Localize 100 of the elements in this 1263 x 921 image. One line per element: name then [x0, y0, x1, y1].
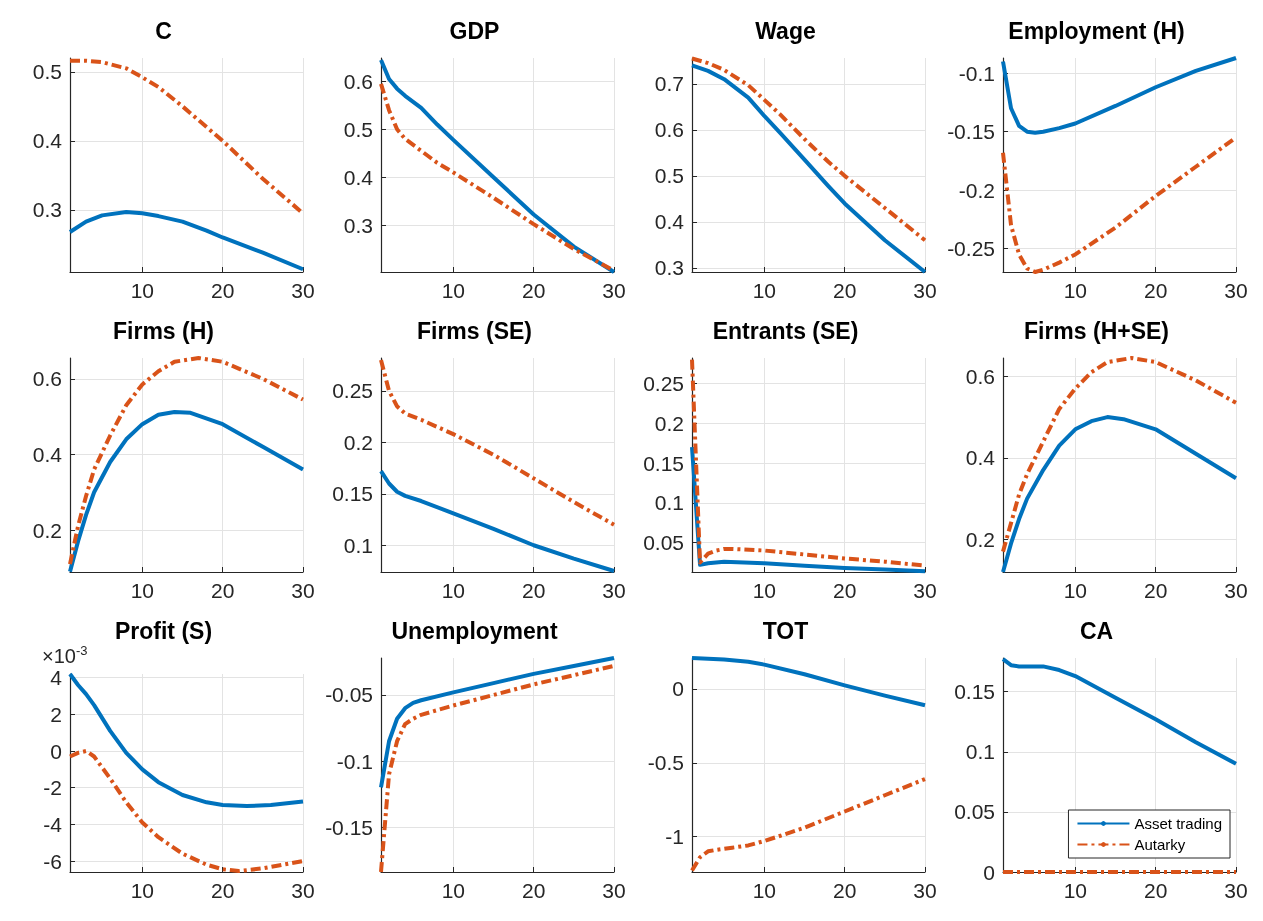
x-tick-label: 10 [1063, 579, 1087, 602]
y-tick-label: 0.05 [954, 800, 995, 824]
y-tick-label: 0.15 [954, 680, 995, 704]
line-series [379, 358, 616, 527]
line-series [68, 356, 305, 567]
x-tick-label: 10 [752, 579, 776, 602]
y-tick-label: -4 [43, 812, 63, 836]
y-tick-label: 0.6 [343, 69, 373, 93]
x-tick-label: 20 [1143, 879, 1168, 902]
y-tick-label: 0.6 [654, 118, 684, 142]
chart-title: Entrants (SE) [712, 317, 859, 344]
y-tick-label: 0.6 [965, 364, 995, 388]
y-tick-label: 0 [983, 860, 995, 884]
y-tick-label: 0.2 [343, 430, 373, 454]
y-tick-label: 0.3 [654, 256, 684, 280]
y-tick-label: 0.25 [332, 379, 373, 403]
y-tick-label: 0.5 [343, 117, 373, 141]
chart-title: CA [1079, 617, 1114, 644]
y-tick-label: 0.1 [343, 533, 373, 557]
y-tick-label: 0.2 [654, 411, 684, 435]
y-tick-label: 4 [50, 666, 63, 690]
y-tick-label: 0.5 [32, 60, 62, 84]
line-series [1001, 356, 1238, 554]
chart-title: GDP [449, 17, 500, 44]
y-tick-label: -0.05 [325, 683, 373, 707]
x-tick-label: 10 [130, 279, 154, 302]
y-tick-label: 0 [50, 739, 62, 763]
x-tick-label: 10 [441, 579, 465, 602]
x-tick-label: 30 [913, 279, 937, 302]
y-tick-label: -0.1 [336, 749, 373, 773]
y-tick-label: 0.4 [654, 210, 685, 234]
legend-label: Asset trading [1134, 815, 1222, 832]
chart-title: Wage [755, 17, 816, 44]
x-tick-label: 30 [291, 579, 315, 602]
x-tick-label: 10 [130, 879, 154, 902]
y-tick-label: 0.1 [965, 740, 995, 764]
chart-title: Firms (H+SE) [1023, 317, 1170, 344]
x-tick-label: 20 [210, 879, 235, 902]
y-tick-label: 0.2 [965, 527, 995, 551]
x-tick-label: 20 [521, 279, 546, 302]
line-series [68, 672, 305, 808]
y-tick-label: -0.1 [958, 61, 995, 85]
chart-title: Firms (H) [113, 317, 214, 344]
line-series [1001, 56, 1238, 135]
chart-title: Profit (S) [114, 617, 213, 644]
x-tick-label: 10 [752, 879, 776, 902]
x-tick-label: 30 [602, 579, 626, 602]
y-tick-label: -0.2 [958, 178, 995, 202]
x-tick-label: 30 [913, 879, 937, 902]
y-tick-label: -2 [43, 776, 62, 800]
y-tick-label: 0.7 [654, 72, 684, 96]
y-tick-label: 0.4 [965, 446, 996, 470]
y-tick-label: 0.2 [32, 518, 62, 542]
x-tick-label: 20 [1143, 279, 1168, 302]
chart-title: C [155, 17, 172, 44]
x-tick-label: 20 [521, 879, 546, 902]
y-tick-label: -0.25 [947, 237, 995, 261]
y-tick-label: 0.25 [643, 371, 684, 395]
y-tick-label: 0 [672, 677, 684, 701]
x-tick-label: 10 [1063, 279, 1087, 302]
y-tick-label: -0.5 [647, 751, 684, 775]
x-tick-label: 20 [210, 279, 235, 302]
x-tick-label: 20 [832, 579, 857, 602]
y-tick-label: 0.1 [654, 491, 684, 515]
x-tick-label: 20 [832, 279, 857, 302]
x-tick-label: 30 [291, 879, 315, 902]
chart-title: Firms (SE) [416, 317, 533, 344]
y-tick-label: 0.4 [32, 129, 63, 153]
x-tick-label: 30 [913, 579, 937, 602]
line-series [690, 56, 927, 243]
x-tick-label: 30 [1224, 879, 1248, 902]
x-tick-label: 10 [752, 279, 776, 302]
y-tick-label: 0.15 [332, 482, 373, 506]
x-tick-label: 20 [521, 579, 546, 602]
line-series [379, 656, 616, 790]
line-series [690, 656, 927, 708]
x-tick-label: 30 [1224, 579, 1248, 602]
x-tick-label: 30 [1224, 279, 1248, 302]
chart-title: Unemployment [391, 617, 558, 644]
y-tick-label: 0.6 [32, 367, 62, 391]
x-tick-label: 30 [602, 879, 626, 902]
x-tick-label: 10 [441, 279, 465, 302]
x-tick-label: 20 [832, 879, 857, 902]
y-tick-label: 0.15 [643, 451, 684, 475]
y-tick-label: 0.3 [32, 198, 62, 222]
y-tick-label: -0.15 [325, 815, 373, 839]
y-tick-label: -0.15 [947, 120, 995, 144]
x-tick-label: 20 [210, 579, 235, 602]
y-tick-label: -1 [665, 825, 684, 849]
legend-label: Autarky [1134, 836, 1186, 853]
y-tick-label: 0.05 [643, 531, 684, 555]
x-tick-label: 30 [602, 279, 626, 302]
y-tick-label: 0.5 [654, 164, 684, 188]
x-tick-label: 20 [1143, 579, 1168, 602]
line-series [1001, 657, 1238, 766]
y-tick-label: 0.3 [343, 213, 373, 237]
x-tick-label: 30 [291, 279, 315, 302]
y-tick-label: 0.4 [32, 442, 63, 466]
x-tick-label: 10 [1063, 879, 1087, 902]
x-tick-label: 10 [130, 579, 154, 602]
